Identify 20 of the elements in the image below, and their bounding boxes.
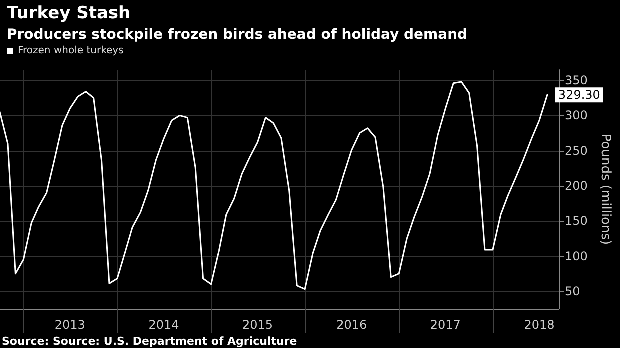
line-series (0, 81, 548, 290)
y-tick-label: 200 (565, 178, 588, 193)
x-tick-label: 2018 (524, 318, 555, 332)
chart-subtitle: Producers stockpile frozen birds ahead of holiday demand (7, 27, 468, 43)
x-tick-label: 2017 (430, 318, 461, 332)
y-tick-label: 250 (565, 144, 588, 158)
x-tick-label: 2014 (148, 318, 180, 332)
y-tick-label: 350 (565, 74, 588, 88)
y-axis-title: Pounds (millions) (598, 134, 613, 246)
y-tick-label: 300 (565, 108, 588, 123)
x-tick-label: 2016 (336, 318, 368, 332)
legend-label: Frozen whole turkeys (18, 46, 124, 56)
source-note: Source: Source: U.S. Department of Agriculture (2, 335, 298, 348)
x-tick-label: 2015 (242, 318, 274, 332)
x-tick-label: 2013 (54, 318, 86, 332)
y-tick-label: 150 (565, 214, 588, 228)
chart-title: Turkey Stash (7, 4, 131, 24)
y-tick-label: 100 (565, 249, 588, 264)
data-label: 329.30 (558, 88, 600, 102)
y-tick-label: 50 (565, 284, 580, 298)
